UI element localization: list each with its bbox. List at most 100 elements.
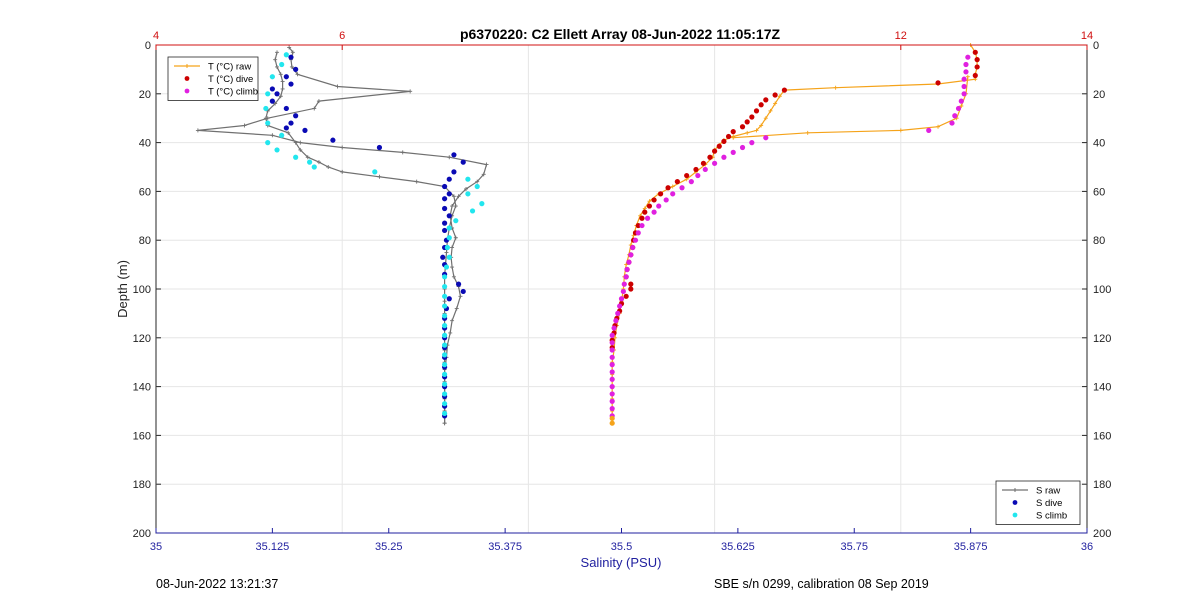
data-point	[442, 227, 448, 234]
data-point	[442, 391, 448, 397]
series-t-c-raw-bottom	[609, 415, 615, 426]
y-axis-label: Depth (m)	[115, 260, 130, 318]
x-tick-label: 35.625	[721, 541, 755, 553]
data-point	[763, 135, 769, 141]
data-point	[442, 299, 447, 304]
data-point	[609, 391, 615, 397]
x-tick-label: 35.875	[954, 541, 988, 553]
data-point	[974, 57, 980, 63]
y-tick-label: 80	[139, 235, 151, 247]
y2-tick-label: 200	[1093, 528, 1111, 540]
data-point	[453, 218, 459, 224]
data-point	[450, 265, 455, 270]
data-point	[639, 222, 645, 229]
data-point	[763, 116, 768, 121]
data-point	[688, 179, 694, 185]
data-point	[456, 194, 461, 199]
x-tick-label: 35.375	[488, 541, 522, 553]
data-point	[646, 203, 653, 209]
data-point	[475, 179, 480, 184]
data-point	[484, 162, 489, 167]
data-point	[623, 274, 629, 280]
data-point	[283, 52, 289, 58]
data-point	[721, 138, 727, 144]
data-point	[335, 84, 340, 89]
data-point	[442, 401, 448, 407]
data-point	[446, 296, 452, 302]
data-point	[777, 94, 782, 99]
data-point	[613, 318, 619, 324]
data-point	[695, 172, 701, 179]
data-point	[278, 72, 283, 77]
data-point	[617, 303, 623, 309]
footer-calibration: SBE s/n 0299, calibration 08 Sep 2019	[714, 577, 929, 591]
x-tick-label: 35.75	[840, 541, 868, 553]
data-point	[442, 381, 448, 387]
data-point	[464, 186, 469, 191]
data-point	[731, 135, 736, 140]
data-point	[759, 123, 764, 128]
data-point	[624, 266, 630, 273]
data-point	[289, 64, 294, 69]
data-point	[288, 120, 294, 126]
data-point	[716, 143, 722, 149]
data-point	[295, 72, 300, 77]
legend-label: T (°C) dive	[208, 74, 253, 85]
data-point	[936, 124, 941, 129]
data-point	[609, 384, 615, 390]
data-point	[400, 150, 405, 155]
data-point	[273, 101, 278, 106]
data-point	[316, 99, 321, 104]
axes-layer: 0 0 20 20 40 40 60 60 80 80 100 100 120 120 140 140 160 1…	[133, 30, 1112, 553]
data-point	[442, 323, 448, 329]
data-point	[758, 102, 764, 108]
legend-label: S dive	[1036, 498, 1062, 509]
y2-tick-label: 40	[1093, 138, 1105, 150]
data-point	[269, 98, 275, 104]
series-t-c-climb	[609, 54, 971, 419]
data-point	[293, 140, 298, 145]
data-point	[442, 196, 448, 202]
data-point	[286, 130, 291, 135]
grid-lines	[156, 45, 1087, 533]
data-point	[805, 130, 810, 135]
data-point	[372, 169, 378, 175]
data-point	[450, 245, 455, 250]
data-point	[725, 133, 732, 140]
data-point	[620, 288, 626, 295]
data-point	[265, 91, 271, 97]
data-point	[454, 306, 459, 311]
data-point	[702, 166, 708, 173]
x-tick-label: 36	[1081, 541, 1093, 553]
data-point	[739, 144, 746, 151]
data-point	[283, 74, 289, 80]
data-point	[965, 54, 971, 60]
data-point	[609, 415, 615, 421]
y-tick-label: 100	[133, 284, 151, 296]
x2-tick-label: 14	[1081, 30, 1093, 42]
data-point	[628, 286, 634, 292]
data-point	[707, 154, 713, 160]
data-point	[444, 250, 449, 255]
series-layer	[195, 43, 980, 426]
data-point	[609, 369, 615, 375]
data-point	[450, 318, 455, 323]
data-point	[609, 398, 615, 404]
data-point	[974, 64, 980, 70]
data-point	[330, 137, 336, 143]
y2-tick-label: 20	[1093, 89, 1105, 101]
data-point	[293, 66, 299, 72]
data-point	[721, 154, 727, 160]
data-point	[663, 197, 669, 203]
data-point	[744, 119, 750, 125]
data-point	[270, 133, 275, 138]
data-point	[442, 183, 448, 190]
data-point	[479, 201, 485, 207]
data-point	[451, 152, 457, 158]
x2-tick-label: 12	[895, 30, 907, 42]
data-point	[635, 222, 641, 229]
data-point	[772, 92, 778, 98]
data-point	[275, 64, 280, 69]
chart-title: p6370220: C2 Ellett Array 08-Jun-2022 11…	[460, 26, 781, 42]
data-point	[952, 113, 958, 119]
